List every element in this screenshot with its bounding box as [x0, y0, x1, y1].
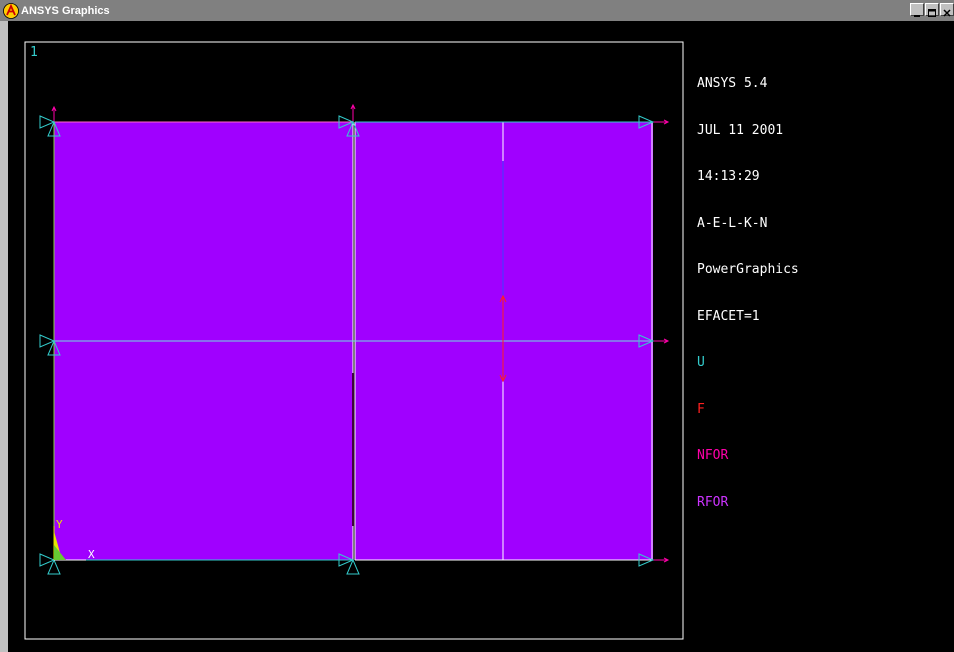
title-bar[interactable]: ANSYS Graphics — [0, 0, 954, 21]
legend-efacet: EFACET=1 — [697, 308, 760, 324]
minimize-button[interactable] — [910, 3, 924, 17]
graphics-canvas[interactable]: 1 Y X ANSYS 5.4 JUL 11 2001 14:13:29 A-E… — [8, 21, 954, 652]
window-controls — [909, 3, 954, 17]
close-icon — [943, 9, 951, 17]
minimize-icon — [914, 15, 920, 17]
x-axis-label: X — [88, 548, 95, 561]
maximize-icon — [928, 9, 936, 17]
coordinate-triad — [53, 526, 86, 561]
plot-legend: ANSYS 5.4 JUL 11 2001 14:13:29 A-E-L-K-N… — [697, 45, 799, 541]
maximize-button[interactable] — [925, 3, 939, 17]
constraint-symbols — [39, 115, 655, 575]
y-axis-label: Y — [56, 518, 63, 531]
legend-graphics-mode: PowerGraphics — [697, 262, 799, 277]
legend-rfor: RFOR — [697, 494, 729, 510]
nodal-force-arrows — [51, 103, 670, 563]
close-button[interactable] — [940, 3, 954, 17]
legend-nfor: NFOR — [697, 448, 729, 463]
window-number: 1 — [30, 45, 38, 60]
viewport-frame — [24, 41, 684, 640]
window-title: ANSYS Graphics — [21, 4, 110, 17]
legend-date: JUL 11 2001 — [697, 122, 784, 138]
ansys-logo-icon — [3, 2, 19, 19]
legend-product: ANSYS 5.4 — [697, 76, 768, 91]
legend-time: 14:13:29 — [697, 169, 760, 184]
legend-numbering: A-E-L-K-N — [697, 215, 768, 231]
legend-f: F — [697, 401, 705, 417]
legend-u: U — [697, 355, 705, 370]
force-arrow — [499, 294, 507, 383]
model-plot — [24, 41, 684, 640]
